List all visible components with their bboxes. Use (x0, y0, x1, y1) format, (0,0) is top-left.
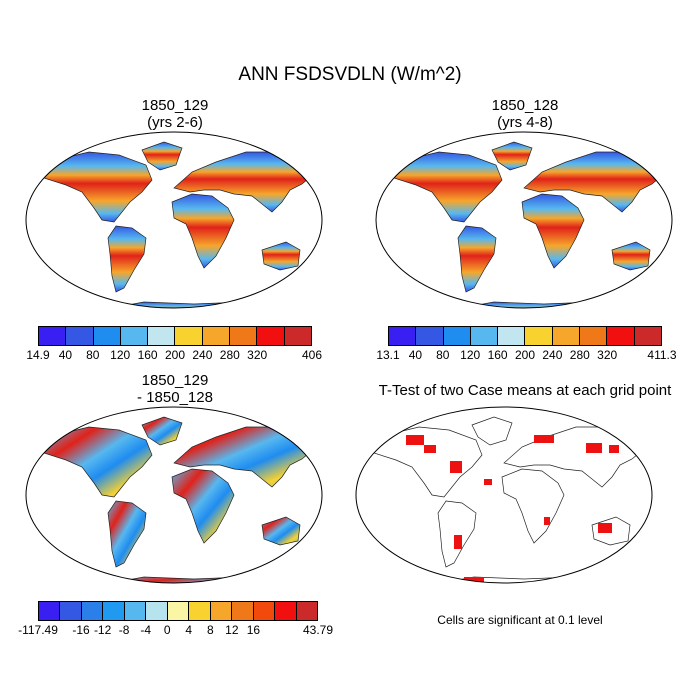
colorbar-swatch (60, 602, 82, 620)
colorbar-tick-label: -8 (118, 623, 130, 637)
colorbar-tick-label: 320 (247, 348, 268, 362)
colorbar-tick-label: 240 (192, 348, 213, 362)
colorbar-difference (38, 601, 318, 621)
colorbar-tick-label: 160 (487, 348, 508, 362)
colorbar-swatch (257, 327, 285, 345)
colorbar-tick-label: 120 (460, 348, 481, 362)
colorbar-swatch (443, 327, 471, 345)
colorbar-tick-label: -4 (140, 623, 152, 637)
colorbar-tick-label: 120 (110, 348, 131, 362)
panel-title-line1: 1850_129 (141, 372, 209, 389)
colorbar-swatch (634, 327, 661, 345)
map-ttest (355, 406, 653, 584)
panel-title-line2: - 1850_128 (137, 389, 213, 406)
colorbar-tick-label: 4 (185, 623, 193, 637)
colorbar-swatch (389, 327, 417, 345)
colorbar-tick-label: -16 (72, 623, 90, 637)
colorbar-swatch (232, 602, 254, 620)
colorbar-swatch (66, 327, 94, 345)
colorbar-tick-label: 14.9 (26, 348, 50, 362)
colorbar-tick-label: 40 (58, 348, 73, 362)
colorbar-tick-label: 280 (569, 348, 590, 362)
colorbar-tick-label: 40 (408, 348, 423, 362)
colorbar-swatch (470, 327, 499, 345)
panel-title-bottom-left: 1850_129 - 1850_128 (55, 372, 295, 406)
panel-title-line1: 1850_128 (491, 97, 559, 114)
colorbar-tick-label: 320 (597, 348, 618, 362)
colorbar-swatch (296, 602, 318, 620)
colorbar-swatch (552, 327, 581, 345)
colorbar-swatch (210, 602, 233, 620)
figure-title: ANN FSDSVDLN (W/m^2) (238, 64, 462, 85)
colorbar-case2 (388, 326, 662, 346)
colorbar-tick-label: -117.49 (18, 623, 58, 637)
colorbar-swatch (81, 602, 104, 620)
colorbar-swatch (525, 327, 553, 345)
colorbar-swatch (416, 327, 444, 345)
colorbar-tick-label: 80 (86, 348, 100, 362)
colorbar-tick-label: 80 (436, 348, 450, 362)
colorbar-tick-label: 0 (163, 623, 171, 637)
colorbar-swatch (230, 327, 258, 345)
colorbar-tick-label: 280 (219, 348, 240, 362)
colorbar-tick-label: 406 (301, 348, 323, 362)
panel-title-line2: (yrs 2-6) (147, 114, 203, 131)
colorbar-tick-label: 8 (206, 623, 214, 637)
panel-title-top-left: 1850_129 (yrs 2-6) (55, 97, 295, 131)
colorbar-swatch (103, 602, 125, 620)
colorbar-swatch (93, 327, 121, 345)
colorbar-swatch (580, 327, 608, 345)
colorbar-swatch (120, 327, 149, 345)
colorbar-swatch (189, 602, 211, 620)
colorbar-tick-label: 12 (225, 623, 239, 637)
panel-title-top-right: 1850_128 (yrs 4-8) (405, 97, 645, 131)
colorbar-swatch (175, 327, 203, 345)
colorbar-swatch (146, 602, 168, 620)
map-difference (25, 406, 323, 584)
colorbar-swatch (607, 327, 635, 345)
colorbar-swatch (284, 327, 311, 345)
colorbar-swatch (148, 327, 176, 345)
colorbar-swatch (202, 327, 231, 345)
colorbar-swatch (124, 602, 147, 620)
colorbar-swatch (253, 602, 276, 620)
panel-title-line1: 1850_129 (141, 97, 209, 114)
colorbar-tick-label: 200 (514, 348, 536, 362)
colorbar-tick-label: 13.1 (376, 348, 400, 362)
significance-note: Cells are significant at 0.1 level (437, 613, 603, 627)
colorbar-swatch (39, 327, 67, 345)
panel-title-bottom-right: T-Test of two Case means at each grid po… (378, 382, 672, 399)
colorbar-swatch (39, 602, 61, 620)
colorbar-swatch (167, 602, 190, 620)
map-case2 (375, 131, 673, 309)
colorbar-tick-label: 16 (246, 623, 261, 637)
colorbar-swatch (275, 602, 297, 620)
colorbar-tick-label: 160 (137, 348, 158, 362)
colorbar-tick-label: 240 (542, 348, 563, 362)
colorbar-case1 (38, 326, 312, 346)
colorbar-tick-label: 200 (164, 348, 186, 362)
map-case1 (25, 131, 323, 309)
colorbar-tick-label: 43.79 (302, 623, 334, 637)
colorbar-swatch (498, 327, 526, 345)
panel-title-line2: (yrs 4-8) (497, 114, 553, 131)
colorbar-tick-label: -12 (93, 623, 112, 637)
colorbar-tick-label: 411.3 (647, 348, 677, 362)
